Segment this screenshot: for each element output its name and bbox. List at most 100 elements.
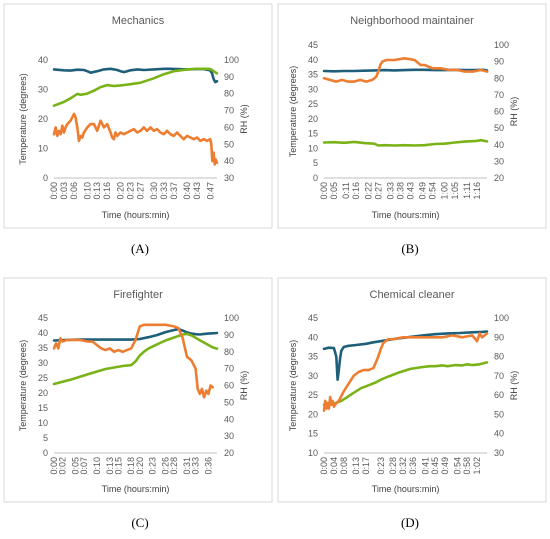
y-tick-label: 25 <box>308 99 318 109</box>
x-tick-label: 0:49 <box>418 182 428 200</box>
series-line-3 <box>322 332 489 412</box>
y2-tick-label: 50 <box>224 397 234 407</box>
panel-letter: (C) <box>131 515 148 530</box>
y2-tick-label: 70 <box>224 364 234 374</box>
x-axis-label: Time (hours:min) <box>372 484 440 494</box>
y-tick-label: 30 <box>38 85 48 95</box>
chart-panel-3: Firefighter 0 5 10 15 20 25 30 35 40 45 20 30 40 50 60 7… <box>3 277 273 530</box>
y-tick-label: 40 <box>38 55 48 65</box>
x-tick-label: 0:02 <box>58 457 68 475</box>
series-line-1 <box>322 330 489 382</box>
x-tick-label: 0:00 <box>49 182 59 200</box>
y-tick-label: 35 <box>38 343 48 353</box>
series-line-2 <box>322 361 489 407</box>
y2-tick-label: 80 <box>224 347 234 357</box>
y2-tick-label: 70 <box>494 90 504 100</box>
y2-tick-label: 30 <box>494 448 504 458</box>
y2-tick-label: 50 <box>494 409 504 419</box>
y-tick-label: 35 <box>308 70 318 80</box>
y-tick-label: 40 <box>308 332 318 342</box>
series-line-3 <box>322 56 489 83</box>
panel-frame <box>277 3 547 229</box>
y-tick-label: 30 <box>38 358 48 368</box>
x-tick-label: 0:32 <box>398 457 408 475</box>
y2-tick-label: 30 <box>224 173 234 183</box>
x-tick-label: 1:02 <box>472 457 482 475</box>
y-tick-label: 40 <box>308 55 318 65</box>
x-tick-label: 0:38 <box>395 182 405 200</box>
x-tick-label: 1:05 <box>450 182 460 200</box>
y2-tick-label: 50 <box>494 123 504 133</box>
x-tick-label: 0:47 <box>205 182 215 200</box>
x-tick-label: 0:18 <box>126 457 136 475</box>
x-axis-label: Time (hours:min) <box>102 210 170 220</box>
x-tick-label: 0:00 <box>49 457 59 475</box>
y2-tick-label: 60 <box>494 390 504 400</box>
y2-tick-label: 80 <box>494 352 504 362</box>
chart-title: Firefighter <box>113 289 163 301</box>
panel-letter: (B) <box>401 241 418 256</box>
y-tick-label: 45 <box>308 40 318 50</box>
x-tick-label: 0:00 <box>319 182 329 200</box>
x-tick-label: 0:27 <box>373 182 383 200</box>
x-tick-label: 0:33 <box>385 182 395 200</box>
y-tick-label: 0 <box>43 173 48 183</box>
y2-tick-label: 30 <box>224 431 234 441</box>
x-tick-label: 0:40 <box>182 182 192 200</box>
x-tick-label: 0:37 <box>169 182 179 200</box>
y2-axis-label: RH (%) <box>509 97 519 127</box>
y2-tick-label: 90 <box>224 330 234 340</box>
y2-tick-label: 40 <box>494 429 504 439</box>
series-line-2 <box>52 332 219 386</box>
y-tick-label: 25 <box>308 390 318 400</box>
y2-tick-label: 60 <box>224 122 234 132</box>
y-tick-label: 20 <box>308 114 318 124</box>
x-tick-label: 0:33 <box>191 457 201 475</box>
y-tick-label: 20 <box>38 388 48 398</box>
x-tick-label: 0:04 <box>329 457 339 475</box>
x-tick-label: 0:08 <box>339 457 349 475</box>
x-tick-label: 0:23 <box>126 182 136 200</box>
chart-panel-2: Neighborhood maintainer 0 5 10 15 20 25 30 35 40 4… <box>277 3 547 256</box>
series-line-2 <box>52 67 219 107</box>
y-tick-label: 40 <box>38 328 48 338</box>
y2-tick-label: 100 <box>494 313 509 323</box>
series-line-1 <box>322 68 489 73</box>
y2-tick-label: 50 <box>224 139 234 149</box>
x-tick-label: 0:33 <box>159 182 169 200</box>
x-tick-label: 0:16 <box>102 182 112 200</box>
x-tick-label: 0:36 <box>408 457 418 475</box>
x-tick-label: 0:54 <box>452 457 462 475</box>
y2-tick-label: 40 <box>224 414 234 424</box>
x-tick-label: 0:10 <box>82 182 92 200</box>
x-tick-label: 0:10 <box>92 457 102 475</box>
y-axis-label: Temperature (degrees) <box>288 66 298 158</box>
y2-tick-label: 100 <box>224 55 239 65</box>
y-tick-label: 5 <box>43 433 48 443</box>
y2-tick-label: 90 <box>224 72 234 82</box>
y-tick-label: 45 <box>308 313 318 323</box>
x-tick-label: 1:16 <box>472 182 482 200</box>
x-tick-label: 0:03 <box>59 182 69 200</box>
chart-title: Neighborhood maintainer <box>350 15 474 27</box>
y2-tick-label: 40 <box>494 140 504 150</box>
x-tick-label: 0:15 <box>113 457 123 475</box>
y2-tick-label: 60 <box>224 381 234 391</box>
y-tick-label: 30 <box>308 84 318 94</box>
y2-tick-label: 80 <box>494 73 504 83</box>
series-line-3 <box>52 112 219 166</box>
x-tick-label: 0:54 <box>428 182 438 200</box>
panel-frame <box>3 3 273 229</box>
chart-title: Mechanics <box>112 15 165 27</box>
y2-axis-label: RH (%) <box>509 371 519 401</box>
y2-tick-label: 100 <box>224 313 239 323</box>
x-tick-label: 0:49 <box>440 457 450 475</box>
x-tick-label: 0:23 <box>148 457 158 475</box>
x-tick-label: 0:11 <box>341 182 351 199</box>
x-tick-label: 0:26 <box>161 457 171 475</box>
y-tick-label: 20 <box>38 114 48 124</box>
y2-axis-label: RH (%) <box>239 104 249 134</box>
y-axis-label: Temperature (degrees) <box>18 73 28 165</box>
